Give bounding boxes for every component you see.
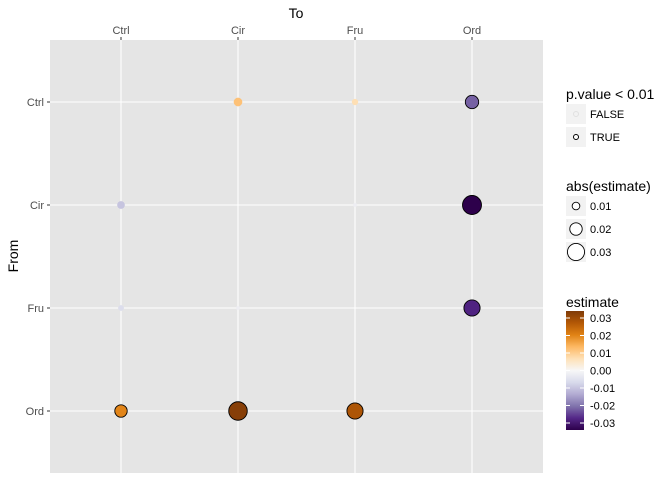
point-ord-to-cir: [228, 401, 248, 421]
point-ctrl-to-ord: [464, 94, 480, 110]
y-tick-label-ord: Ord: [26, 406, 44, 418]
point-fru-to-ctrl: [118, 305, 124, 311]
colorbar-label-6: -0.03: [590, 418, 615, 430]
legend-size-title: abs(estimate): [566, 178, 651, 194]
colorbar-label-4: -0.01: [590, 383, 615, 395]
legend-pvalue-label-true: TRUE: [590, 132, 620, 144]
colorbar-label-0: 0.03: [590, 313, 611, 325]
y-tick-label-ctrl: Ctrl: [27, 97, 44, 109]
colorbar: [566, 311, 584, 430]
legend-pvalue-label-false: FALSE: [590, 109, 624, 121]
point-ctrl-to-cir: [233, 97, 243, 107]
y-axis-title: From: [5, 240, 21, 273]
legend-pvalue-title: p.value < 0.01: [566, 86, 655, 102]
point-ord-to-ctrl: [114, 404, 128, 418]
point-cir-to-ctrl: [117, 201, 125, 209]
colorbar-label-3: 0.00: [590, 366, 611, 378]
legend-pvalue-symbol-true: [573, 134, 579, 140]
x-tick-label-ctrl: Ctrl: [112, 25, 129, 37]
point-fru-to-ord: [463, 299, 481, 317]
y-tick-label-fru: Fru: [28, 303, 45, 315]
x-tick-label-cir: Cir: [231, 25, 245, 37]
y-tick-label-cir: Cir: [30, 200, 44, 212]
point-cir-to-ord: [462, 195, 482, 215]
x-axis: Ctrl Cir Fru Ord: [112, 25, 481, 40]
legend-pvalue-key-false: [566, 104, 586, 124]
legend-color: estimate 0.03 0.02 0.01 0.00 -0.01 -0.02 -0.03: [566, 294, 619, 430]
legend-size-symbol-2: [566, 242, 586, 262]
point-ord-to-fru: [346, 402, 364, 420]
points: [114, 94, 482, 421]
plot-panel: [50, 40, 543, 473]
legend-size: abs(estimate) 0.01 0.02 0.03: [566, 178, 651, 262]
colorbar-label-2: 0.01: [590, 348, 611, 360]
colorbar-label-5: -0.02: [590, 401, 615, 413]
legend-size-symbol-1: [569, 222, 583, 236]
grid-lines: [50, 40, 543, 473]
x-axis-title: To: [289, 5, 304, 21]
legend-pvalue-symbol-false: [573, 111, 579, 117]
point-ctrl-to-fru: [351, 98, 359, 106]
x-tick-label-ord: Ord: [463, 25, 481, 37]
point-fru-to-cir: [236, 306, 240, 310]
legend-size-label-2: 0.03: [590, 247, 611, 259]
legend-size-label-1: 0.02: [590, 224, 611, 236]
legend-size-label-0: 0.01: [590, 201, 611, 213]
y-axis: Ctrl Cir Fru Ord: [26, 97, 50, 418]
x-tick-label-fru: Fru: [347, 25, 364, 37]
point-cir-to-fru: [353, 203, 357, 207]
legend-size-symbol-0: [571, 201, 581, 211]
legend-pvalue: p.value < 0.01 FALSE TRUE: [566, 86, 655, 147]
colorbar-label-1: 0.02: [590, 331, 611, 343]
legend-color-title: estimate: [566, 294, 619, 310]
